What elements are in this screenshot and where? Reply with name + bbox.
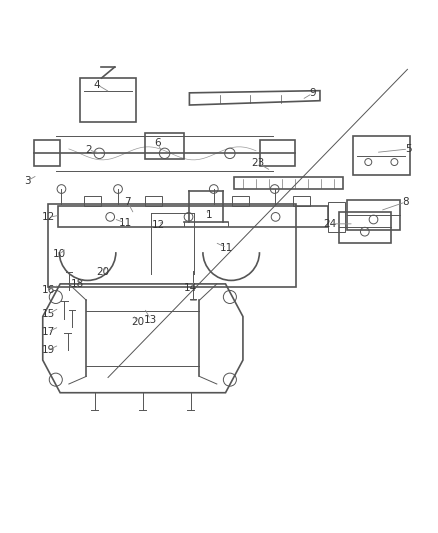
Text: 20: 20: [131, 317, 144, 327]
Text: 12: 12: [152, 220, 165, 230]
Text: 13: 13: [144, 314, 157, 325]
Text: 14: 14: [184, 283, 198, 293]
Bar: [328, 202, 345, 232]
Text: 19: 19: [41, 345, 55, 355]
Text: 10: 10: [53, 249, 66, 260]
Text: 6: 6: [154, 138, 160, 148]
Text: 11: 11: [220, 243, 233, 253]
Text: 23: 23: [251, 158, 265, 168]
Text: 5: 5: [405, 144, 412, 154]
Text: 9: 9: [309, 88, 316, 98]
Text: 11: 11: [119, 218, 132, 228]
Text: 1: 1: [206, 210, 212, 220]
Bar: [232, 196, 250, 206]
Text: 20: 20: [96, 267, 109, 277]
Bar: [84, 196, 102, 206]
Text: 8: 8: [402, 197, 409, 207]
Text: 4: 4: [94, 79, 100, 90]
Bar: [145, 196, 162, 206]
Text: 7: 7: [124, 197, 131, 207]
Text: 12: 12: [42, 212, 55, 222]
Text: 3: 3: [24, 176, 31, 186]
Text: 15: 15: [41, 309, 55, 319]
Bar: [293, 196, 311, 206]
Text: 18: 18: [71, 279, 84, 289]
Text: 17: 17: [41, 327, 55, 337]
Text: 16: 16: [41, 286, 55, 295]
Text: 2: 2: [85, 145, 92, 155]
Text: 24: 24: [323, 219, 337, 229]
